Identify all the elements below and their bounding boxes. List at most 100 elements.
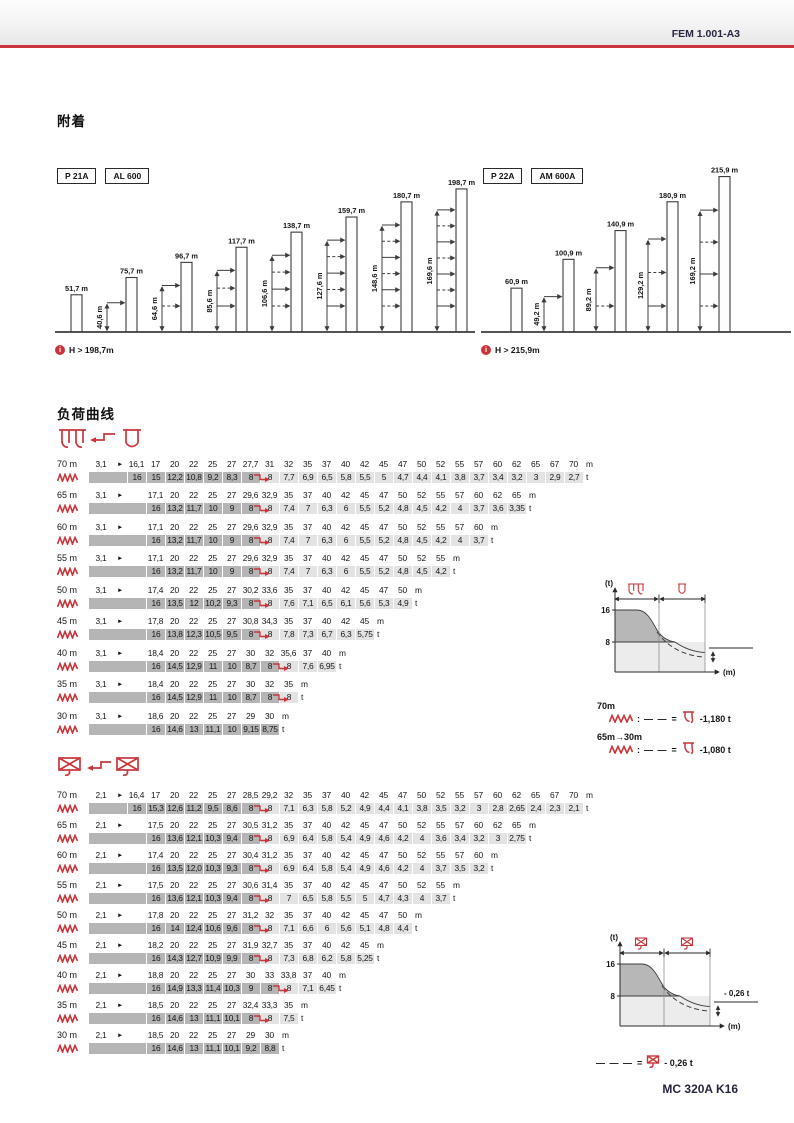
min-radius: 2,1 bbox=[95, 970, 107, 980]
load-value: 10 bbox=[222, 692, 241, 704]
load-value: 10,3 bbox=[203, 863, 222, 874]
radius-value: 35 bbox=[284, 910, 293, 920]
load-symbol-icon bbox=[57, 984, 89, 993]
radius-value: 20 bbox=[170, 553, 179, 564]
radius-value: 35 bbox=[284, 553, 293, 564]
radius-value: 37 bbox=[303, 820, 312, 830]
load-value: 7,6 bbox=[298, 660, 317, 672]
tower-diagram-1: 51,7 m 75,7 m 40,6 m 96,7 m 64,6 m 117,7 m 85,… bbox=[55, 162, 475, 343]
legend-range: 65m→30m bbox=[597, 732, 643, 742]
load-value: 4,1 bbox=[393, 803, 412, 814]
load-value: 12 bbox=[184, 597, 203, 609]
load-value: 8,7 bbox=[241, 660, 260, 672]
load-value: 4,1 bbox=[431, 472, 450, 483]
radius-value: 45 bbox=[360, 553, 369, 564]
load-value: 10,3 bbox=[203, 833, 222, 844]
radius-value: 27 bbox=[227, 970, 236, 980]
load-value: 6,4 bbox=[298, 863, 317, 874]
load-value: 8 bbox=[241, 534, 260, 546]
load-value: 6,3 bbox=[317, 566, 336, 578]
load-value: 13 bbox=[184, 723, 203, 735]
radius-value: 22 bbox=[189, 647, 198, 658]
load-chart-1: (t) (m) 16 8 70m : — — = -1,180 t 65m→30m : bbox=[583, 576, 794, 763]
load-value: 14,6 bbox=[165, 1043, 184, 1054]
radius-value: 20 bbox=[170, 490, 179, 501]
radius-value: 22 bbox=[189, 880, 198, 890]
load-value: 7,4 bbox=[279, 566, 298, 578]
load-value: 4,7 bbox=[393, 472, 412, 483]
load-value: 9,2 bbox=[241, 1043, 260, 1054]
load-value: 5,2 bbox=[374, 566, 393, 578]
range-label: 70 m bbox=[57, 790, 78, 800]
load-value: 3,2 bbox=[469, 863, 488, 874]
load-bar-lead bbox=[89, 692, 146, 704]
constant-load-arrow bbox=[272, 691, 290, 703]
load-unit: t bbox=[453, 566, 456, 577]
load-curve-solid bbox=[674, 641, 706, 653]
load-row-55m: 55 m 2,1 ► 17,5 20 22 25 27 30,6 31,4 35 37 40 42 45 47… bbox=[57, 879, 597, 909]
radius-value: 47 bbox=[379, 850, 388, 860]
load-value: 14,6 bbox=[165, 723, 184, 735]
load-symbol-icon bbox=[57, 804, 89, 813]
radius-value: 18,5 bbox=[147, 1000, 164, 1010]
radius-value: 40 bbox=[322, 616, 331, 627]
load-value: 6 bbox=[336, 503, 355, 515]
radius-value: 47 bbox=[379, 880, 388, 890]
constant-load-arrow bbox=[253, 502, 271, 514]
load-value: 7,3 bbox=[298, 629, 317, 641]
pointer-icon: ► bbox=[116, 586, 124, 594]
radius-value: 22 bbox=[189, 616, 198, 627]
load-value: 5,5 bbox=[355, 472, 374, 483]
anchor-height-label: 85,6 m bbox=[205, 289, 214, 312]
load-symbol-icon bbox=[57, 1044, 89, 1053]
radius-value: 52 bbox=[436, 790, 445, 800]
radius-value: 29,2 bbox=[261, 790, 278, 800]
load-row-30m: 30 m 3,1 ► 18,6 20 22 25 27 29 30 m 16 14,6 13 11,1 10 9… bbox=[57, 710, 597, 741]
radius-value: 50 bbox=[398, 820, 407, 830]
trolley-icon bbox=[646, 1055, 660, 1071]
load-value: 5,6 bbox=[336, 923, 355, 934]
load-value: 4,2 bbox=[431, 566, 450, 578]
radius-value: 30,5 bbox=[242, 820, 259, 830]
load-value: 9 bbox=[241, 983, 260, 994]
load-value: 13,8 bbox=[165, 629, 184, 641]
load-symbol-icon bbox=[57, 864, 89, 873]
radius-value: 67 bbox=[550, 790, 559, 800]
load-unit: t bbox=[415, 923, 418, 933]
header-rule bbox=[0, 45, 794, 48]
load-value: 4 bbox=[412, 893, 431, 904]
x-axis-label: (m) bbox=[728, 1022, 741, 1031]
load-value: 15 bbox=[146, 472, 165, 483]
pointer-icon: ► bbox=[116, 882, 124, 889]
radius-value: 55 bbox=[436, 521, 445, 532]
load-value: 10 bbox=[203, 503, 222, 515]
load-value: 10,3 bbox=[222, 983, 241, 994]
radius-value: 52 bbox=[417, 521, 426, 532]
y-tick-label: 16 bbox=[606, 960, 615, 969]
load-value: 14,6 bbox=[165, 1013, 184, 1024]
load-value: 3,2 bbox=[450, 803, 469, 814]
load-value: 12,3 bbox=[184, 629, 203, 641]
radius-value: 35 bbox=[303, 459, 312, 469]
radius-value: 62 bbox=[493, 490, 502, 501]
load-symbol-icon bbox=[57, 504, 89, 514]
radius-value: 22 bbox=[189, 459, 198, 469]
radius-value: 27 bbox=[227, 1030, 236, 1040]
y-axis-label: (t) bbox=[610, 933, 618, 942]
radius-value: 70 bbox=[569, 790, 578, 800]
radius-value: 40 bbox=[322, 820, 331, 830]
load-value: 3,35 bbox=[507, 503, 526, 515]
radius-value: 22 bbox=[189, 910, 198, 920]
constant-load-arrow bbox=[253, 832, 271, 843]
radius-value: 25 bbox=[208, 553, 217, 564]
load-value: 16 bbox=[146, 1043, 165, 1054]
pointer-icon: ► bbox=[116, 942, 124, 949]
load-unit: t bbox=[453, 893, 456, 903]
radius-value: 25 bbox=[208, 1030, 217, 1040]
load-value: 11,1 bbox=[203, 723, 222, 735]
load-value: 11,4 bbox=[203, 983, 222, 994]
load-value: 2,9 bbox=[545, 472, 564, 483]
towers1-svg: 51,7 m 75,7 m 40,6 m 96,7 m 64,6 m 117,7 m 85,… bbox=[55, 178, 475, 333]
radius-value: 31,4 bbox=[261, 880, 278, 890]
radius-unit: m bbox=[491, 521, 498, 532]
